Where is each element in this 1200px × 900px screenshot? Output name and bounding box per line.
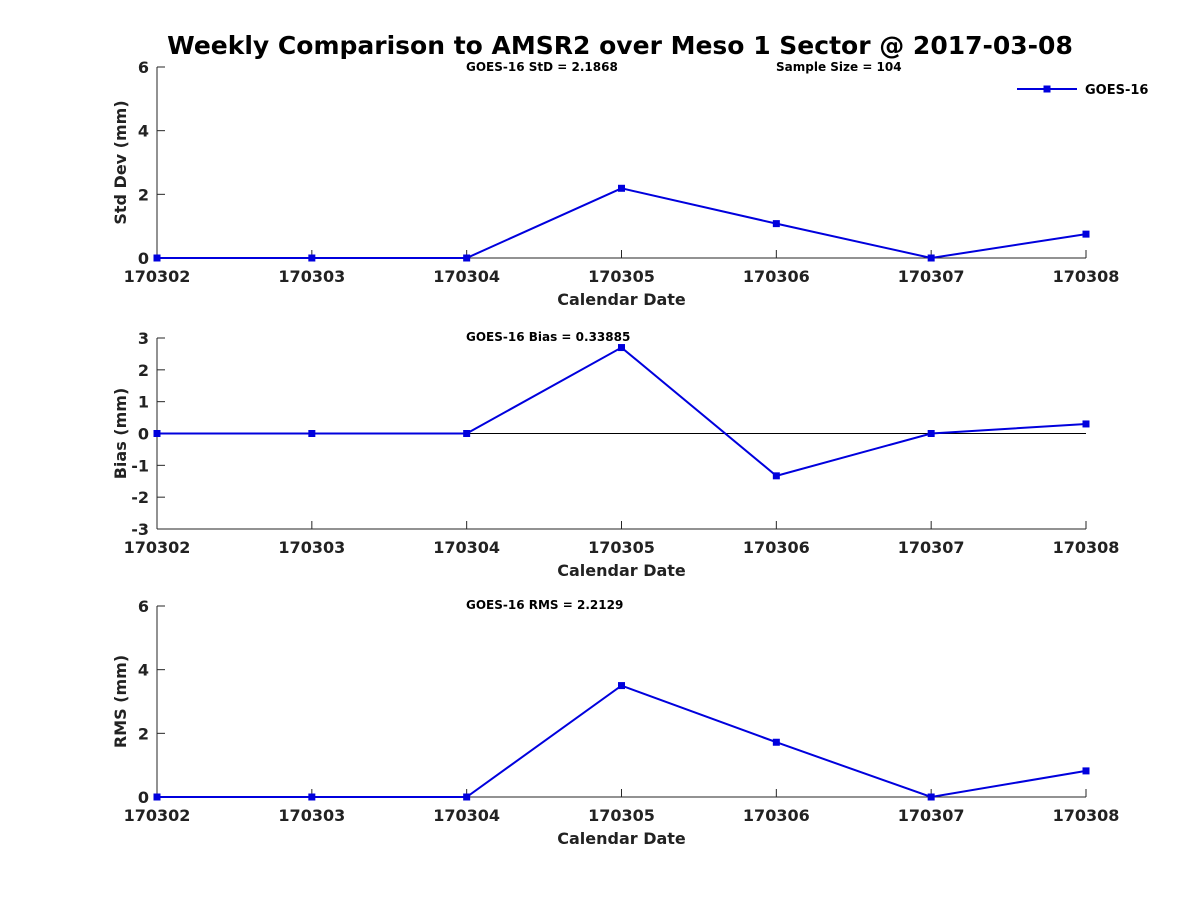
y-axis-label: RMS (mm) xyxy=(111,655,130,748)
y-tick-label: 6 xyxy=(138,58,149,77)
y-tick-label: 0 xyxy=(138,249,149,268)
x-tick-label: 170306 xyxy=(743,806,810,825)
x-tick-label: 170304 xyxy=(433,806,500,825)
data-point xyxy=(772,220,780,228)
y-axis-label: Bias (mm) xyxy=(111,388,130,480)
y-tick-label: 0 xyxy=(138,425,149,444)
data-point xyxy=(772,472,780,480)
x-tick-label: 170302 xyxy=(124,806,191,825)
y-tick-label: 6 xyxy=(138,597,149,616)
data-point xyxy=(308,254,316,262)
data-point xyxy=(463,430,471,437)
y-tick-label: 2 xyxy=(138,185,149,204)
stat-annotation: Sample Size = 104 xyxy=(776,60,902,74)
x-tick-label: 170308 xyxy=(1053,538,1120,557)
x-tick-label: 170304 xyxy=(433,538,500,557)
panel-1: 0 2 4 6 170302 170303 170304 170305 170306 170307… xyxy=(111,58,1148,309)
x-axis-label: Calendar Date xyxy=(557,561,686,580)
data-point xyxy=(153,254,161,262)
series-line xyxy=(157,346,1087,477)
x-tick-label: 170308 xyxy=(1053,267,1120,286)
y-tick-label: 3 xyxy=(138,329,149,348)
x-tick-label: 170305 xyxy=(588,806,655,825)
y-tick-label: 4 xyxy=(138,661,149,680)
x-tick-label: 170307 xyxy=(898,806,965,825)
x-tick-label: 170302 xyxy=(124,267,191,286)
data-point xyxy=(618,344,625,352)
y-tick-label: -2 xyxy=(131,488,149,507)
stat-annotation: GOES-16 StD = 2.1868 xyxy=(466,60,618,74)
legend-marker xyxy=(1043,85,1051,93)
data-point xyxy=(927,430,935,437)
series-line xyxy=(157,187,1087,260)
x-tick-label: 170306 xyxy=(743,538,810,557)
panels: 0 2 4 6 170302 170303 170304 170305 170306 170307… xyxy=(111,58,1148,848)
x-axis-label: Calendar Date xyxy=(557,829,686,848)
data-point xyxy=(463,793,471,801)
x-tick-label: 170305 xyxy=(588,538,655,557)
figure-title: Weekly Comparison to AMSR2 over Meso 1 S… xyxy=(167,31,1073,60)
data-point xyxy=(1082,420,1090,428)
x-tick-label: 170307 xyxy=(898,267,965,286)
data-point xyxy=(927,793,935,801)
y-tick-label: 1 xyxy=(138,393,149,412)
y-tick-label: 0 xyxy=(138,788,149,807)
data-point xyxy=(927,254,935,262)
x-tick-label: 170303 xyxy=(278,267,345,286)
x-tick-label: 170307 xyxy=(898,538,965,557)
y-tick-label: 4 xyxy=(138,122,149,141)
data-point xyxy=(618,184,625,192)
data-point xyxy=(1082,767,1090,775)
y-tick-label: 2 xyxy=(138,724,149,743)
stat-annotation: GOES-16 RMS = 2.2129 xyxy=(466,598,623,612)
data-point xyxy=(618,682,625,690)
data-point xyxy=(463,254,471,262)
panel-2: -3 -2 -1 0 1 2 3 170302 170303 170304 170305 170306… xyxy=(111,329,1119,580)
data-point xyxy=(153,793,161,801)
data-point xyxy=(1082,230,1090,238)
y-tick-label: 2 xyxy=(138,361,149,380)
x-tick-label: 170305 xyxy=(588,267,655,286)
x-tick-label: 170303 xyxy=(278,806,345,825)
data-point xyxy=(772,738,780,746)
stat-annotation: GOES-16 Bias = 0.33885 xyxy=(466,330,630,344)
y-tick-label: -3 xyxy=(131,520,149,539)
x-tick-label: 170303 xyxy=(278,538,345,557)
x-tick-label: 170306 xyxy=(743,267,810,286)
y-tick-label: -1 xyxy=(131,456,149,475)
data-point xyxy=(153,430,161,437)
legend: GOES-16 xyxy=(1017,83,1148,98)
legend-entry: GOES-16 xyxy=(1085,83,1148,98)
x-axis-label: Calendar Date xyxy=(557,290,686,309)
x-tick-label: 170302 xyxy=(124,538,191,557)
y-axis-label: Std Dev (mm) xyxy=(111,100,130,224)
data-point xyxy=(308,793,316,801)
series-line xyxy=(157,684,1087,799)
data-point xyxy=(308,430,316,437)
panel-3: 0 2 4 6 170302 170303 170304 170305 170306 170307… xyxy=(111,597,1119,848)
x-tick-label: 170308 xyxy=(1053,806,1120,825)
x-tick-label: 170304 xyxy=(433,267,500,286)
